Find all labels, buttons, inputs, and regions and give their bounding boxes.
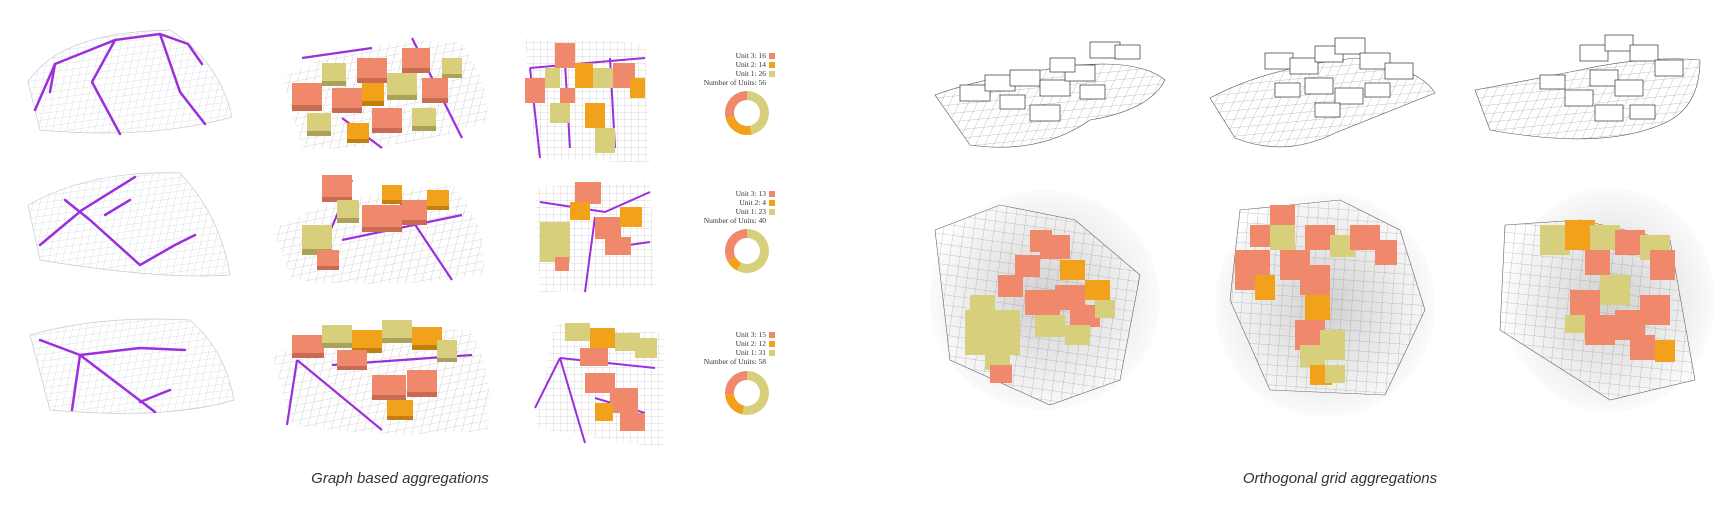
unit-donut-3 <box>725 371 769 415</box>
unit-blocks <box>302 175 449 270</box>
unit1-swatch <box>769 349 775 356</box>
donut-slice-unit3 <box>725 91 747 118</box>
legend-row-total: Number of Units: 40 <box>703 216 766 225</box>
unit2-swatch <box>769 61 775 68</box>
legend-row-unit2: Unit 2: 4 <box>655 198 775 207</box>
unit-blocks <box>540 182 642 271</box>
orthogonal-wireframe-3 <box>1470 30 1710 160</box>
unit3-swatch <box>769 190 775 197</box>
unit-blocks <box>965 230 1115 383</box>
unit1-swatch <box>769 70 775 77</box>
graph-terrain-3 <box>20 310 240 430</box>
unit1-swatch <box>769 208 775 215</box>
caption-orthogonal: Orthogonal grid aggregations <box>1242 470 1438 487</box>
unit-blocks <box>525 43 645 153</box>
unit-blocks <box>565 323 657 431</box>
orthogonal-plan-1 <box>920 180 1160 420</box>
aggregation-plan-2 <box>525 172 665 302</box>
legend-row-unit3: Unit 3: 16 <box>655 51 775 60</box>
caption-graph-based: Graph based aggregations <box>311 470 489 487</box>
legend-row-unit3: Unit 3: 13 <box>655 189 775 198</box>
aggregation-perspective-1 <box>262 28 502 158</box>
donut-slice-unit3 <box>725 229 747 261</box>
legend-row-total: Number of Units: 56 <box>703 78 766 87</box>
unit-legend-2: Unit 3: 13 Unit 2: 4 Unit 1: 23 Number o… <box>655 189 775 225</box>
aggregation-plan-3 <box>525 318 670 453</box>
donut-slice-unit1 <box>737 229 769 273</box>
legend-row-unit2: Unit 2: 14 <box>655 60 775 69</box>
unit-blocks <box>1235 205 1397 385</box>
unit3-swatch <box>769 331 775 338</box>
donut-slice-unit1 <box>742 371 769 415</box>
legend-row-unit3: Unit 3: 15 <box>655 330 775 339</box>
unit-blocks <box>292 48 462 143</box>
unit3-swatch <box>769 52 775 59</box>
unit-donut-1 <box>725 91 769 135</box>
graph-terrain-1 <box>20 22 240 142</box>
donut-slice-unit2 <box>725 115 752 135</box>
donut-slice-unit2 <box>725 393 745 415</box>
orthogonal-plan-3 <box>1490 180 1715 420</box>
legend-row-unit1: Unit 1: 31 <box>655 348 775 357</box>
legend-row-unit1: Unit 1: 23 <box>655 207 775 216</box>
donut-slice-unit1 <box>747 91 769 135</box>
aggregation-perspective-3 <box>262 315 502 445</box>
orthogonal-plan-2 <box>1210 180 1440 420</box>
legend-row-total: Number of Units: 58 <box>703 357 766 366</box>
legend-row-unit1: Unit 1: 26 <box>655 69 775 78</box>
aggregation-perspective-2 <box>262 170 502 300</box>
unit-donut-2 <box>725 229 769 273</box>
donut-slice-unit3 <box>725 371 747 395</box>
unit-blocks <box>1540 220 1675 362</box>
aggregation-plan-1 <box>505 28 655 168</box>
donut-slice-unit2 <box>727 256 742 271</box>
graph-terrain-2 <box>20 165 240 285</box>
unit-legend-1: Unit 3: 16 Unit 2: 14 Unit 1: 26 Number … <box>655 51 775 87</box>
orthogonal-wireframe-1 <box>930 30 1170 160</box>
legend-row-unit2: Unit 2: 12 <box>655 339 775 348</box>
unit-blocks <box>292 320 457 420</box>
unit2-swatch <box>769 199 775 206</box>
unit2-swatch <box>769 340 775 347</box>
orthogonal-wireframe-2 <box>1205 28 1445 158</box>
unit-legend-3: Unit 3: 15 Unit 2: 12 Unit 1: 31 Number … <box>655 330 775 366</box>
